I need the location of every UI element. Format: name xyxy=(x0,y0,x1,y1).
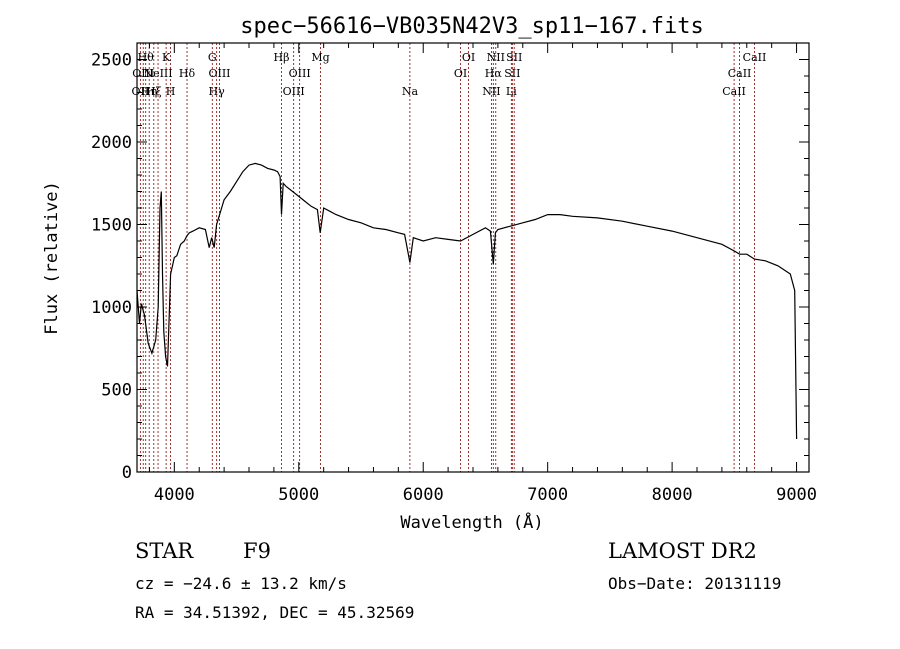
chart-title: spec−56616−VB035N42V3_sp11−167.fits xyxy=(240,14,704,39)
y-tick-label: 2000 xyxy=(91,133,132,153)
x-tick-label: 7000 xyxy=(527,485,568,505)
y-tick-label: 0 xyxy=(122,463,132,483)
spectral-line-label: SII xyxy=(504,67,520,80)
spectral-line-label: CaII xyxy=(743,51,767,64)
spectral-line-label: G xyxy=(208,51,217,64)
spectral-line-label: Li xyxy=(506,85,517,98)
coordinates: RA = 34.51392, DEC = 45.32569 xyxy=(135,603,415,622)
spectral-line-label: Hα xyxy=(485,67,503,80)
spectrum-series-line xyxy=(136,162,798,440)
spectral-line-label: OIII xyxy=(132,67,154,80)
spectral-line-label: CaII xyxy=(728,67,752,80)
spectral-line-label: OIII xyxy=(208,67,230,80)
spectral-line-label: NII xyxy=(482,85,500,98)
spectral-line-label: Hγ xyxy=(209,85,226,98)
y-tick-label: 1500 xyxy=(91,216,132,236)
spectral-line-label: Hη xyxy=(141,85,157,98)
spectral-line-label: OI xyxy=(454,67,467,80)
x-tick-label: 9000 xyxy=(776,485,817,505)
plot-frame xyxy=(136,42,810,473)
y-tick-label: 2500 xyxy=(91,51,132,71)
x-axis-label: Wavelength (Å) xyxy=(400,511,543,533)
y-axis-ticks: 0 500 1000 1500 2000 2500 xyxy=(91,51,809,483)
survey-name: LAMOST DR2 xyxy=(608,539,757,563)
x-tick-label: 4000 xyxy=(154,485,195,505)
y-tick-label: 1000 xyxy=(91,298,132,318)
spectral-line-label: CaII xyxy=(722,85,746,98)
x-tick-label: 6000 xyxy=(403,485,444,505)
spectral-line-labels: OIIOIIIHθHηHξNeIIIKHHδGHγOIIIHβOIIIOIIIM… xyxy=(132,51,767,98)
spectral-line-label: Hθ xyxy=(138,51,155,64)
spectral-line-label: NII xyxy=(487,51,505,64)
redshift-velocity: cz = −24.6 ± 13.2 km/s xyxy=(135,574,347,593)
spectral-line-label: K xyxy=(162,51,171,64)
spectral-line-label: Mg xyxy=(311,51,329,64)
spectral-line-label: Hξ xyxy=(146,85,162,98)
spectral-line-label: OIII xyxy=(283,85,305,98)
spectral-line-label: Hβ xyxy=(274,51,290,64)
spectral-line-label: Hδ xyxy=(179,67,196,80)
x-tick-label: 8000 xyxy=(652,485,693,505)
y-tick-label: 500 xyxy=(101,381,132,401)
spectral-line-label: H xyxy=(166,85,176,98)
x-axis-ticks: 4000 5000 6000 7000 8000 9000 xyxy=(148,43,817,505)
observation-date: Obs−Date: 20131119 xyxy=(608,574,782,593)
spectral-line-label: Na xyxy=(402,85,419,98)
spectral-line-label: OII xyxy=(132,85,150,98)
object-subclass: F9 xyxy=(243,539,271,563)
spectral-line-label: NeIII xyxy=(143,67,172,80)
y-axis-label: Flux (relative) xyxy=(42,181,62,335)
object-class: STAR xyxy=(135,539,194,563)
spectral-line-label: OI xyxy=(462,51,475,64)
spectral-line-label: OIII xyxy=(289,67,311,80)
x-tick-label: 5000 xyxy=(278,485,319,505)
spectral-line-markers xyxy=(139,43,755,472)
spectral-line-label: SII xyxy=(506,51,522,64)
